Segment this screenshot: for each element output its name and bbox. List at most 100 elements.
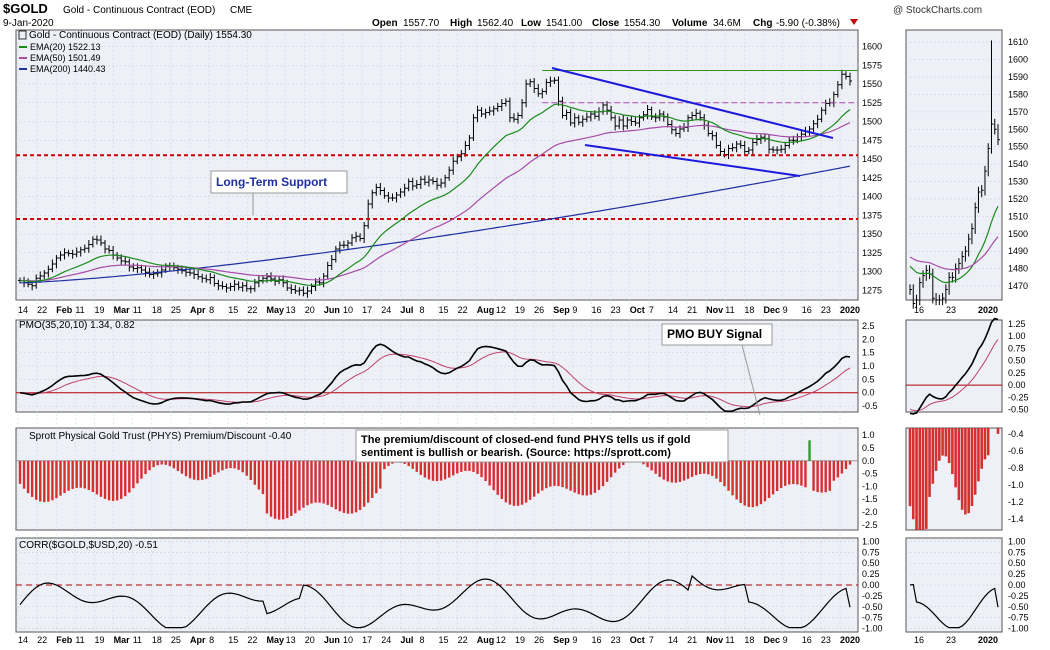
x-label-top: 25 (171, 305, 181, 315)
ohlc-bar (390, 193, 395, 201)
premium-bar (51, 460, 54, 501)
x-label-bottom: 23 (821, 635, 831, 645)
premium-bar (573, 460, 576, 493)
x-label-top: 12 (496, 305, 506, 315)
premium-bar (492, 460, 495, 491)
right-ema20-line (909, 205, 999, 284)
ohlc-bar (734, 141, 739, 153)
ohlc-bar (184, 266, 188, 277)
x-label-top: 19 (94, 305, 104, 315)
x-label-bottom: Feb (56, 635, 73, 645)
ohlc-bar (58, 251, 63, 261)
pmo-buy-pointer (741, 344, 761, 416)
premium-bar (358, 460, 362, 511)
ohlc-bar (556, 76, 561, 106)
premium-bar (172, 460, 176, 469)
x-label-bottom: 11 (75, 635, 84, 645)
x-label-top: 22 (37, 305, 47, 315)
ohlc-bar (536, 84, 541, 97)
premium-bar (75, 460, 78, 488)
premium-bar (694, 460, 698, 476)
right-premium-tick: -0.4 (1008, 429, 1024, 439)
ohlc-bar (560, 96, 565, 119)
ohlc-bar (236, 281, 241, 291)
upper-trendline (551, 67, 834, 139)
premium-bar (124, 460, 127, 497)
premium-bar (306, 460, 309, 506)
corr-line (19, 574, 999, 629)
right-price-tick: 1570 (1008, 107, 1028, 117)
open-label: Open (372, 18, 398, 29)
ohlc-bar (548, 76, 553, 87)
x-label-top: 7 (649, 305, 654, 315)
price-tick-label: 1425 (862, 173, 882, 183)
premium-bar (832, 460, 836, 481)
x-label-bottom: 22 (247, 635, 257, 645)
x-label-top: 22 (247, 305, 257, 315)
right-premium-bar (941, 428, 944, 456)
premium-bar (516, 460, 520, 506)
ohlc-bar (439, 178, 444, 189)
ohlc-bar (528, 78, 533, 87)
right-panel-0 (905, 29, 1003, 301)
premium-bar (273, 460, 277, 519)
right-premium-bar (918, 428, 922, 530)
ohlc-bar (281, 275, 286, 288)
ohlc-bar (588, 111, 593, 122)
premium-bar (411, 460, 414, 469)
premium-bar (468, 460, 471, 471)
premium-bar (532, 460, 536, 497)
premium-bar (423, 460, 427, 478)
premium-bar (476, 460, 479, 474)
premium-bar (136, 460, 139, 484)
x-label-top: 8 (419, 305, 424, 315)
premium-bar (577, 460, 580, 495)
right-pmo-signal (909, 339, 999, 412)
ohlc-bar (690, 111, 695, 121)
pmo-lines (16, 317, 1002, 415)
premium-tick-label: -1.0 (862, 481, 878, 491)
premium-bar (30, 460, 34, 497)
premium-bar (314, 460, 317, 503)
ohlc-bar (54, 255, 59, 269)
right-price-tick: 1560 (1008, 124, 1028, 134)
premium-bar (512, 460, 516, 506)
watermark: @ StockCharts.com (893, 5, 982, 16)
premium-bar (310, 460, 313, 504)
ohlc-bar (613, 114, 618, 131)
ohlc-bar (572, 113, 577, 128)
premium-bar (249, 460, 252, 481)
ohlc-bar (540, 88, 545, 99)
price-tick-label: 1325 (862, 248, 882, 258)
close-label: Close (592, 18, 620, 29)
price-tick-label: 1275 (862, 285, 882, 295)
phys-note-line1: The premium/discount of closed-end fund … (361, 434, 690, 446)
ohlc-bar (151, 270, 156, 279)
premium-bar (180, 460, 184, 474)
x-label-bottom: 11 (133, 635, 142, 645)
premium-bar (286, 460, 289, 519)
right-price-tick: 1550 (1008, 142, 1028, 152)
chg-value: -5.90 (-0.38%) (776, 18, 840, 29)
premium-tick-label: -2.5 (862, 520, 878, 530)
premium-bar (257, 460, 261, 490)
ohlc-bar (208, 273, 213, 285)
premium-bar (804, 460, 807, 488)
right-corr-tick: 0.75 (1008, 547, 1026, 557)
right-price-tick: 1580 (1008, 89, 1028, 99)
ohlc-bar (576, 114, 581, 126)
premium-bar (541, 460, 544, 491)
x-label-top: Sep (553, 305, 570, 315)
ohlc-bar (463, 141, 468, 157)
premium-bar (196, 460, 200, 481)
premium-bar (520, 460, 524, 505)
premium-bar (103, 460, 107, 499)
premium-bar (383, 460, 386, 470)
ohlc-bar (835, 81, 840, 98)
ohlc-bar (750, 138, 755, 155)
right-corr-tick: 0.25 (1008, 569, 1026, 579)
premium-bar (225, 460, 228, 469)
premium-bar (488, 460, 491, 486)
premium-bar (79, 460, 82, 488)
x-label-top: Aug (477, 305, 495, 315)
